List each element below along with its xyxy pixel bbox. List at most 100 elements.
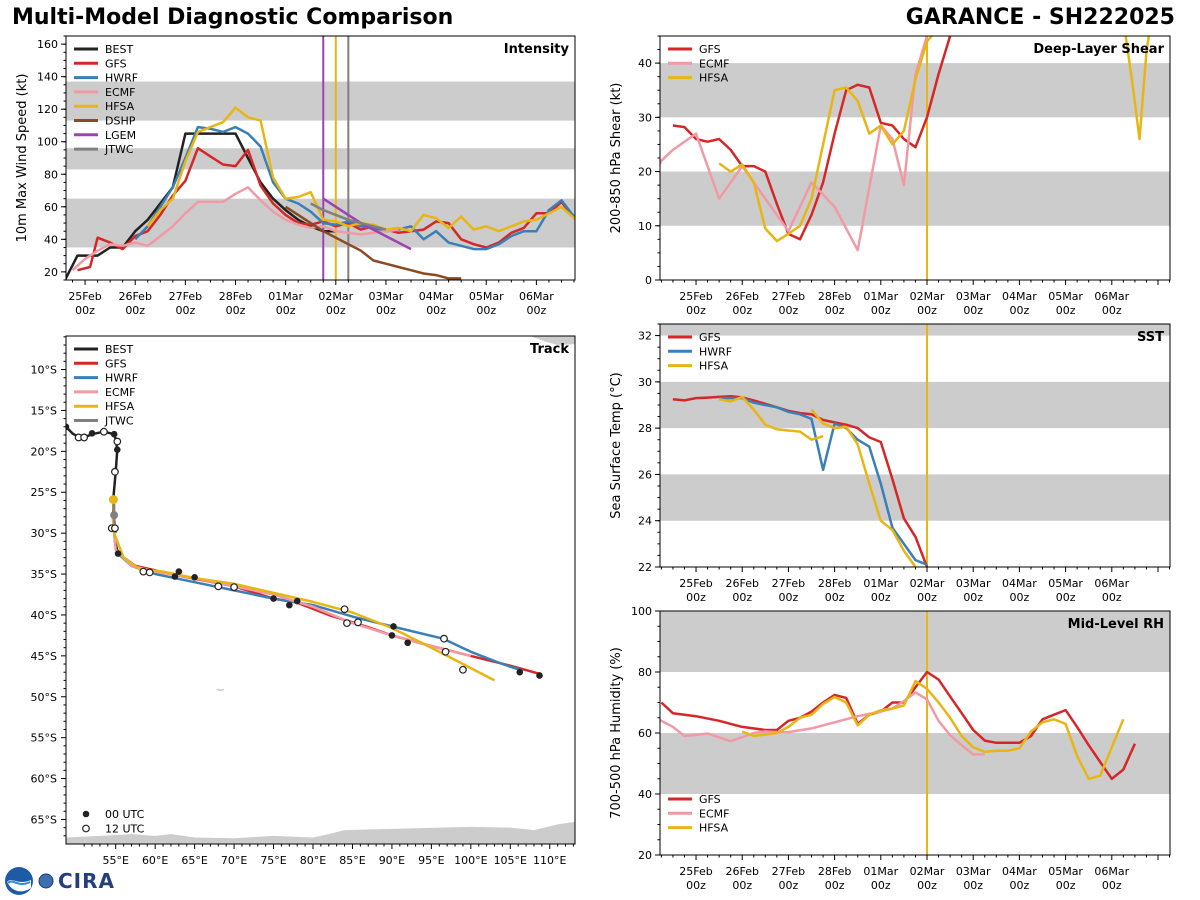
marker-00utc <box>88 430 96 437</box>
y-tick-label: 100 <box>631 605 652 618</box>
x-tick-label-date: 01Mar <box>863 865 898 878</box>
x-tick-label-hour: 00z <box>963 879 983 892</box>
marker-00utc <box>536 672 543 679</box>
legend-label-hwrf: HWRF <box>105 72 138 85</box>
marker-12utc <box>80 433 89 442</box>
x-tick-label-date: 06Mar <box>1094 865 1129 878</box>
x-tick-label-hour: 00z <box>779 591 799 604</box>
land-mass <box>530 336 575 345</box>
rh-panel: 25Feb00z26Feb00z27Feb00z28Feb00z01Mar00z… <box>609 605 1171 892</box>
legend-label-gfs: GFS <box>699 43 721 56</box>
x-tick-label-date: 04Mar <box>1002 290 1037 303</box>
y-tick-label: 160 <box>37 38 58 51</box>
x-tick-label-date: 28Feb <box>818 290 851 303</box>
y-tick-label: 30 <box>638 111 652 124</box>
x-tick-label-hour: 00z <box>276 304 296 317</box>
shear-series-hfsa <box>718 36 933 243</box>
legend-label-ecmf: ECMF <box>699 807 729 820</box>
y-tick-label: 15°S <box>31 404 57 417</box>
y-tick-label: 120 <box>37 103 58 116</box>
x-tick-label-date: 05Mar <box>1048 577 1083 590</box>
y-tick-label: 100 <box>37 136 58 149</box>
y-tick-label: 20 <box>44 266 58 279</box>
legend-label-ecmf: ECMF <box>699 57 729 70</box>
x-tick-label: 95°E <box>418 854 444 867</box>
y-tick-label: 40 <box>44 233 58 246</box>
cira-logo: CIRA <box>58 869 115 893</box>
x-tick-label-date: 27Feb <box>772 290 805 303</box>
globe-icon <box>38 873 54 889</box>
track-panel: 55°E 60°E 65°E 70°E 75°E 80°E 85°E 90°E 95°E 100°… <box>31 335 576 867</box>
x-tick-label-hour: 00z <box>963 591 983 604</box>
legend-label-dshp: DSHP <box>105 115 136 128</box>
x-tick-label-date: 27Feb <box>772 577 805 590</box>
legend-label-lgem: LGEM <box>105 129 136 142</box>
x-tick-label-date: 01Mar <box>863 290 898 303</box>
y-tick-label: 26 <box>638 468 652 481</box>
land-mass <box>66 821 575 844</box>
intensity-series-jtwc <box>310 202 387 231</box>
sst-series-hfsa <box>718 395 824 441</box>
legend-label-gfs: GFS <box>105 357 127 370</box>
x-tick-label-hour: 00z <box>825 591 845 604</box>
x-tick-label-date: 28Feb <box>219 290 252 303</box>
x-tick-label-hour: 00z <box>871 879 891 892</box>
y-tick-label: 24 <box>638 515 652 528</box>
y-axis-label: 200-850 hPa Shear (kt) <box>609 83 624 234</box>
x-tick-label-date: 28Feb <box>818 865 851 878</box>
legend-marker-12utc <box>82 824 90 833</box>
sst-plot-area <box>660 324 1170 567</box>
legend-label-hfsa: HFSA <box>699 72 729 85</box>
x-tick-label: 70°E <box>221 854 247 867</box>
legend-label-ecmf: ECMF <box>105 86 135 99</box>
x-tick-label-date: 01Mar <box>268 290 303 303</box>
intensity-series-best <box>66 132 336 280</box>
noaa-logo-icon <box>5 867 33 895</box>
x-tick-label-date: 03Mar <box>369 290 404 303</box>
x-tick-label-date: 05Mar <box>1048 290 1083 303</box>
marker-12utc <box>440 634 448 643</box>
x-tick-label-date: 01Mar <box>863 577 898 590</box>
shear-band <box>660 171 1170 226</box>
marker-00utc <box>293 597 301 605</box>
intensity-band <box>66 148 575 170</box>
x-tick-label-hour: 00z <box>686 591 706 604</box>
marker-12utc <box>113 437 122 446</box>
legend-label-hwrf: HWRF <box>105 372 138 385</box>
y-tick-label: 65°S <box>31 813 57 826</box>
hfsa-start-marker <box>108 495 118 505</box>
y-tick-label: 10 <box>638 220 652 233</box>
y-tick-label: 10°S <box>31 364 57 377</box>
legend-label-best: BEST <box>105 343 133 356</box>
x-tick-label-date: 25Feb <box>679 865 712 878</box>
y-tick-label: 60 <box>44 201 58 214</box>
x-tick-label-date: 25Feb <box>679 290 712 303</box>
marker-12utc <box>111 467 119 476</box>
y-tick-label: 22 <box>638 561 652 574</box>
legend-label-jtwc: JTWC <box>104 143 134 156</box>
y-tick-label: 60 <box>638 727 652 740</box>
x-tick-label-hour: 00z <box>1056 879 1076 892</box>
y-tick-label: 50°S <box>31 691 57 704</box>
x-tick-label-hour: 00z <box>825 879 845 892</box>
shear-series-ecmf <box>660 36 929 252</box>
marker-00utc <box>114 550 122 557</box>
y-tick-label: 80 <box>638 666 652 679</box>
x-tick-label: 65°E <box>181 854 207 867</box>
x-tick-label: 110°E <box>533 854 566 867</box>
marker-00utc <box>113 446 121 454</box>
x-tick-label-hour: 00z <box>732 879 752 892</box>
x-tick-label-date: 27Feb <box>772 865 805 878</box>
legend-label-jtwc: JTWC <box>104 415 134 428</box>
x-tick-label-hour: 00z <box>686 879 706 892</box>
intensity-series-hfsa <box>146 106 575 233</box>
x-tick-label-hour: 00z <box>963 304 983 317</box>
x-tick-label-date: 04Mar <box>1002 577 1037 590</box>
marker-00utc <box>175 568 183 575</box>
y-tick-label: 20°S <box>31 445 57 458</box>
y-tick-label: 35°S <box>31 568 57 581</box>
rh-band <box>660 611 1170 672</box>
shear-title: Deep-Layer Shear <box>1033 42 1164 57</box>
